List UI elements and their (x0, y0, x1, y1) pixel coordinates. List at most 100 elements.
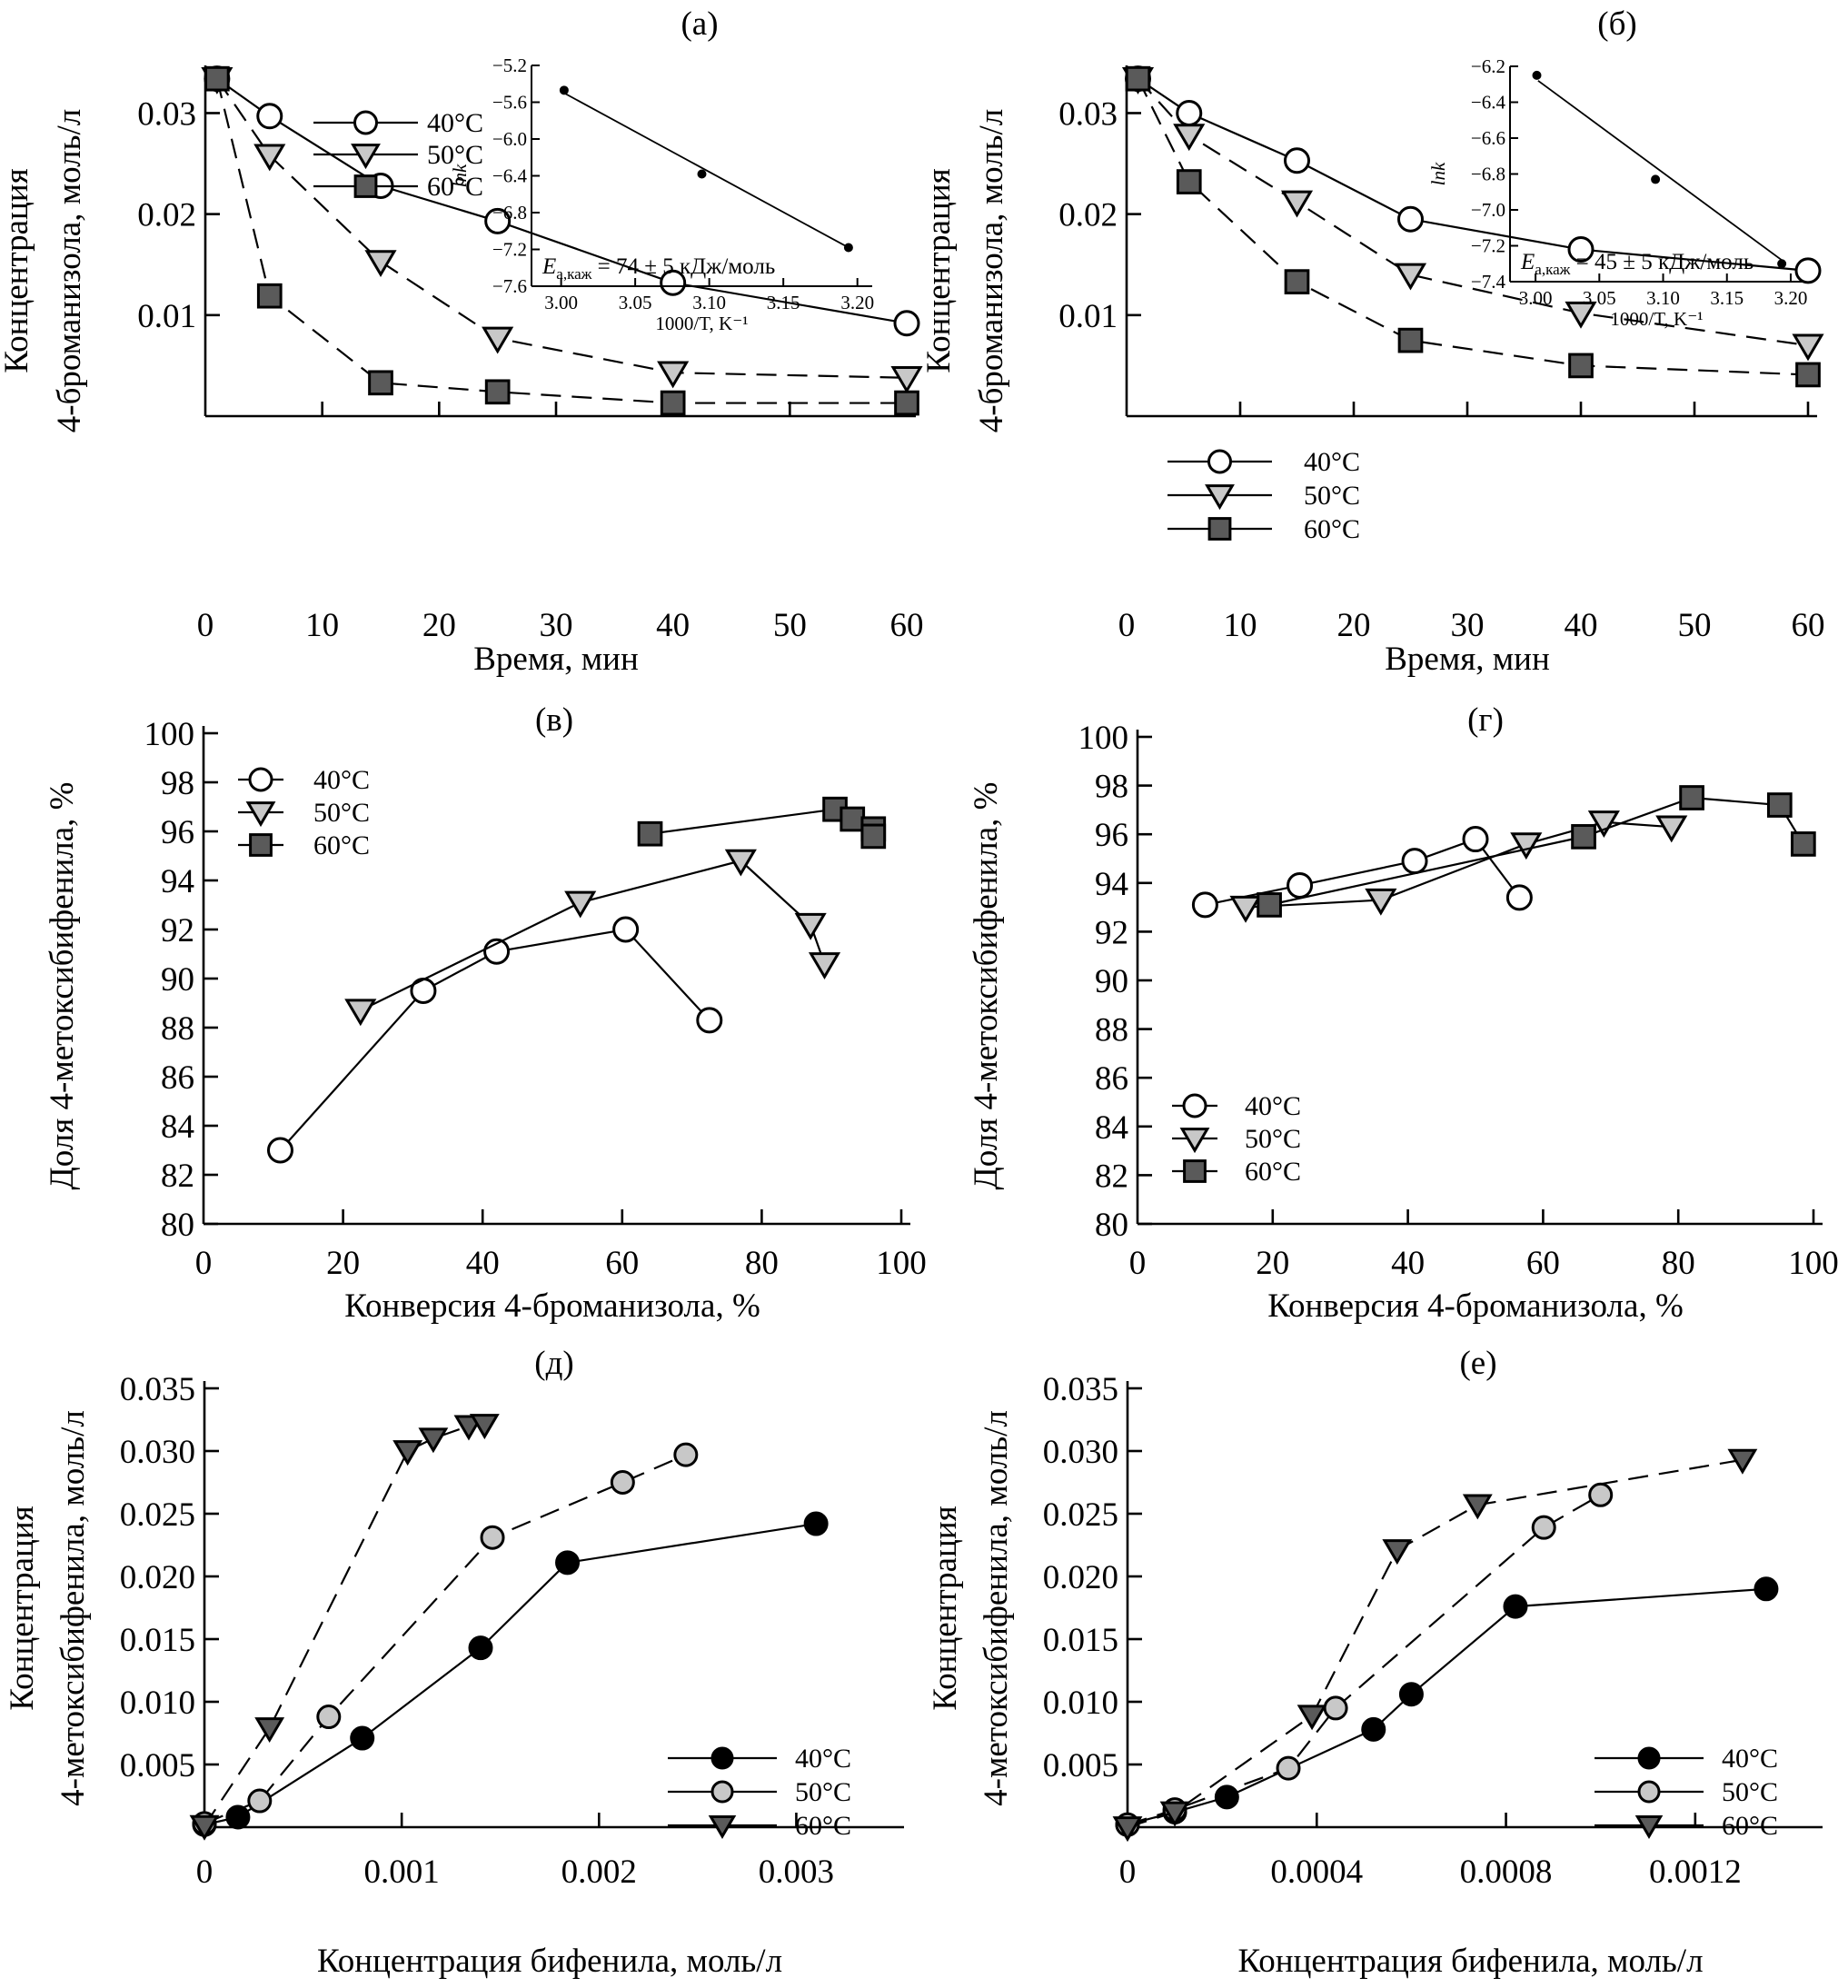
x-tick-label: 0.001 (364, 1854, 440, 1891)
x-tick-label: 80 (745, 1245, 779, 1282)
y-tick-label: 0.020 (1043, 1559, 1118, 1596)
inset-y-tick-label: −6.6 (1471, 127, 1505, 149)
inset-x-tick-label: 3.15 (1710, 287, 1744, 309)
x-tick-label: 100 (1788, 1245, 1839, 1282)
inset-y-tick-label: −5.6 (492, 92, 527, 114)
x-tick-label: 50 (1678, 607, 1712, 644)
x-tick-label: 80 (1662, 1245, 1695, 1282)
data-point (1284, 147, 1310, 174)
ea-subscript: а,каж (556, 265, 591, 283)
y-tick-label: 0.020 (120, 1559, 195, 1596)
inset-x-tick-label: 3.00 (544, 292, 578, 313)
x-axis-label: Концентрация бифенила, моль/л (317, 1943, 782, 1980)
inset-data-point (843, 243, 853, 253)
y-tick-label: 92 (1095, 914, 1128, 951)
inset-y-tick-label: −7.2 (492, 239, 527, 261)
inset-fit-line (1537, 80, 1783, 262)
data-point (1766, 792, 1793, 818)
data-point (564, 890, 597, 919)
x-tick-label: 30 (540, 607, 573, 644)
inset-y-tick-label: −6.4 (492, 165, 528, 187)
inset-y-tick-label: −5.2 (492, 55, 527, 76)
series-line (1137, 78, 1809, 376)
legend-label: 50°C (313, 798, 370, 828)
data-point (1191, 891, 1218, 919)
data-point (266, 1137, 293, 1164)
legend-marker (245, 801, 276, 828)
legend: 40°C50°C60°C (1172, 1091, 1301, 1187)
data-point (256, 283, 283, 309)
data-point (1382, 1539, 1413, 1566)
x-tick-label: 0 (1119, 1854, 1137, 1891)
legend-label: 40°C (313, 765, 370, 795)
inset-x-tick-label: 3.10 (1646, 287, 1680, 309)
x-axis-label: Концентрация бифенила, моль/л (1237, 1943, 1703, 1980)
legend-label: 50°C (1722, 1777, 1778, 1807)
y-axis-label: Доля 4-метоксибифенила, % (968, 782, 1005, 1190)
data-point (1727, 1448, 1758, 1475)
series-40c (192, 1511, 829, 1837)
y-tick-label: 0.005 (1043, 1747, 1118, 1784)
legend-label: 60°C (1304, 514, 1360, 544)
y-tick-label: 82 (1095, 1158, 1128, 1195)
legend-label: 60°C (795, 1811, 851, 1841)
legend-marker (1207, 517, 1232, 541)
inset-y-tick-label: −7.2 (1471, 235, 1505, 257)
y-tick-label: 0.015 (1043, 1622, 1118, 1659)
y-axis-label: Доля 4-метоксибифенила, % (44, 782, 81, 1190)
inset-fit-line (563, 92, 849, 249)
data-point (1257, 892, 1282, 918)
data-point (256, 103, 283, 130)
legend-marker (353, 174, 378, 198)
data-point (673, 1442, 699, 1467)
data-point (1587, 810, 1620, 838)
inset-data-point (697, 169, 707, 179)
inset-x-label: 1000/T, K⁻¹ (655, 313, 748, 334)
data-point (1398, 1682, 1424, 1707)
data-point (1173, 124, 1206, 152)
series-line (215, 78, 908, 379)
data-point (392, 1440, 423, 1466)
y-tick-label: 0.030 (1043, 1434, 1118, 1471)
legend-label: 50°C (1304, 481, 1360, 511)
legend-label: 40°C (1722, 1744, 1778, 1774)
panel-b: (б) 0 10 20 30 40 50 60 0.01 0.02 0.03 Время, мин Ко… (920, 5, 1825, 678)
series-40c (1115, 1576, 1779, 1837)
x-tick-label: 100 (876, 1245, 927, 1282)
data-point (1361, 1716, 1386, 1742)
series-60c (637, 796, 887, 850)
data-point (484, 379, 511, 405)
inset-data-point (1651, 174, 1661, 184)
series-40c (1191, 826, 1533, 919)
data-point (1531, 1515, 1556, 1540)
inset-data-point (559, 85, 569, 95)
inset-data-point (1777, 259, 1787, 269)
inset-y-tick-label: −6.2 (1471, 55, 1505, 77)
legend-marker (710, 1780, 734, 1804)
inset-data-point (1532, 70, 1542, 80)
x-tick-label: 50 (773, 607, 807, 644)
data-point (1229, 895, 1262, 923)
data-point (660, 269, 687, 296)
data-point (1159, 1801, 1190, 1827)
data-point (350, 1725, 375, 1751)
data-point (1280, 190, 1314, 218)
panel-label: (б) (1597, 5, 1636, 43)
data-point (657, 361, 690, 389)
data-point (247, 1788, 273, 1814)
y-axis-label: Концентрация (927, 1506, 964, 1710)
y-tick-label: 0.030 (120, 1434, 195, 1471)
y-tick-label: 92 (161, 912, 194, 949)
data-point (253, 144, 286, 172)
y-tick-label: 0.005 (120, 1747, 195, 1784)
data-point (1568, 353, 1594, 379)
y-axis-label-line2: 4-броманизола, моль/л (973, 109, 1010, 432)
data-point (840, 806, 866, 832)
legend-label: 40°C (427, 108, 483, 138)
y-tick-label: 94 (161, 863, 194, 900)
legend-label: 50°C (1245, 1124, 1301, 1154)
y-axis-label: Концентрация (4, 1506, 41, 1710)
data-point (1323, 1695, 1348, 1721)
data-point (204, 65, 230, 92)
legend-label: 60°C (1245, 1157, 1301, 1187)
